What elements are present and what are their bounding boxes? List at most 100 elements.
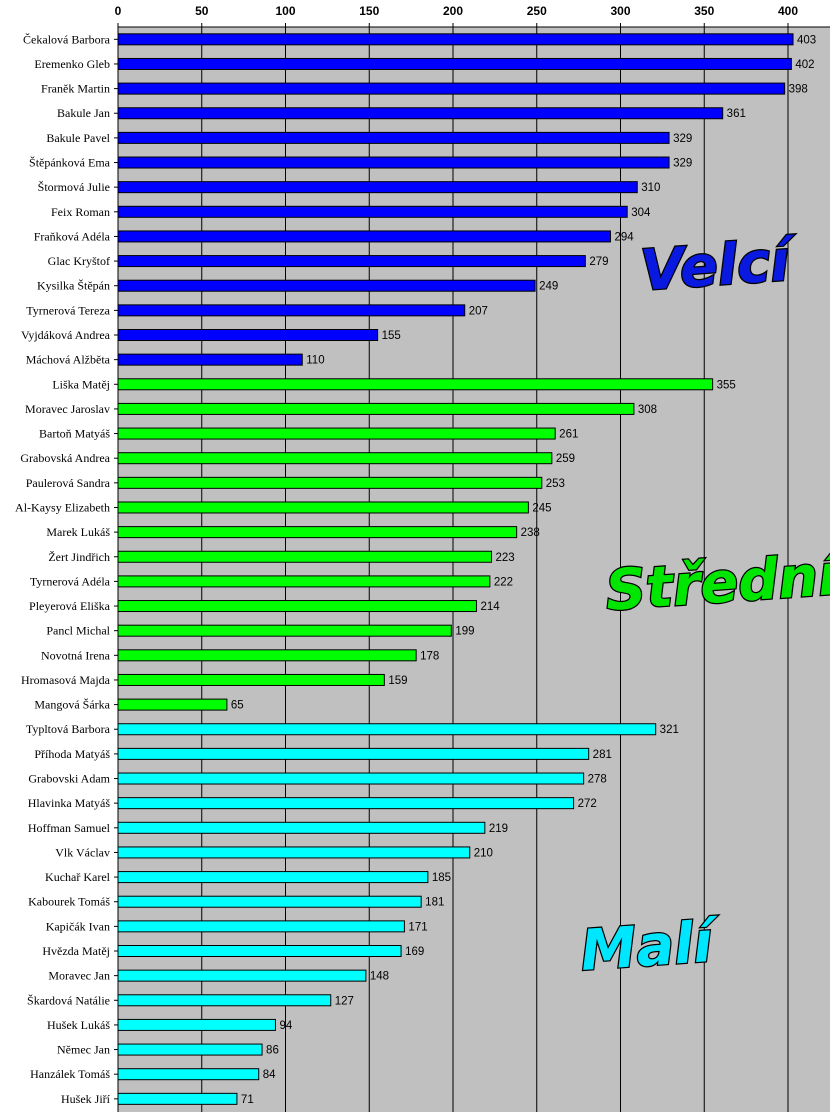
x-tick-label: 0 xyxy=(115,4,122,18)
bars xyxy=(117,33,794,1105)
value-label: 148 xyxy=(370,971,389,983)
value-label: 169 xyxy=(405,946,424,958)
value-label: 155 xyxy=(382,330,401,342)
bar xyxy=(117,33,794,46)
category-label: Bakule Pavel xyxy=(46,131,110,145)
category-label: Al-Kaysy Elizabeth xyxy=(15,500,110,514)
category-label: Paulerová Sandra xyxy=(26,476,111,490)
x-tick-label: 50 xyxy=(195,4,209,18)
value-label: 185 xyxy=(432,872,451,884)
value-label: 398 xyxy=(789,84,808,96)
bar xyxy=(117,452,553,465)
bar xyxy=(117,131,670,144)
value-label: 253 xyxy=(546,478,565,490)
bar xyxy=(117,772,585,785)
category-label: Tyrnerová Tereza xyxy=(26,303,110,317)
category-label: Typltová Barbora xyxy=(26,722,111,736)
bar xyxy=(117,476,543,489)
value-label: 308 xyxy=(638,404,657,416)
bar xyxy=(117,945,402,957)
bar xyxy=(117,57,792,70)
value-label: 110 xyxy=(306,355,324,367)
category-label: Hušek Jiří xyxy=(61,1092,111,1106)
bar xyxy=(117,82,786,95)
category-label: Grabovská Andrea xyxy=(20,451,110,465)
bar xyxy=(117,846,471,859)
value-label: 278 xyxy=(588,774,607,786)
bar xyxy=(117,673,385,686)
category-label: Hromasová Majda xyxy=(21,673,111,687)
x-tick-label: 150 xyxy=(359,4,379,18)
value-label: 159 xyxy=(388,675,407,687)
bar xyxy=(117,501,529,514)
bar xyxy=(117,920,405,933)
x-tick-label: 400 xyxy=(778,4,798,18)
value-label: 279 xyxy=(589,256,608,268)
category-label: Grabovski Adam xyxy=(28,772,110,786)
value-label: 210 xyxy=(474,847,493,859)
bar xyxy=(117,279,536,292)
value-label: 84 xyxy=(263,1069,276,1081)
value-label: 245 xyxy=(532,502,551,514)
value-label: 402 xyxy=(795,59,814,71)
category-label: Příhoda Matyáš xyxy=(34,747,110,761)
bar xyxy=(117,649,417,662)
category-label: Liška Matěj xyxy=(52,377,110,391)
value-label: 219 xyxy=(489,823,508,835)
category-label: Kuchař Karel xyxy=(45,870,111,884)
bar xyxy=(117,747,590,760)
category-label: Štěpánková Ema xyxy=(29,156,111,170)
category-label: Marek Lukáš xyxy=(46,525,110,539)
category-label: Máchová Alžběta xyxy=(26,353,111,367)
value-label: 181 xyxy=(425,897,444,909)
category-label: Pancl Michal xyxy=(46,624,110,638)
value-label: 214 xyxy=(480,601,500,613)
bar xyxy=(117,994,332,1007)
bar xyxy=(117,107,724,120)
value-label: 86 xyxy=(266,1045,279,1057)
category-label: Glac Kryštof xyxy=(48,254,110,268)
category-label: Moravec Jan xyxy=(48,969,110,983)
bar xyxy=(117,1043,263,1056)
category-label: Čekalová Barbora xyxy=(23,32,111,46)
category-label: Tyrnerová Adéla xyxy=(30,574,111,588)
bar xyxy=(117,871,429,884)
group-label: Malí xyxy=(578,909,722,984)
group-label: Střední xyxy=(603,542,830,624)
value-label: 65 xyxy=(231,700,244,712)
value-labels: 403 402 398 361 329 329 310 304 294 279 249 207 155 1… xyxy=(231,34,816,1106)
bar xyxy=(117,353,303,366)
category-label: Vyjdáková Andrea xyxy=(21,328,111,342)
bar xyxy=(117,698,228,711)
category-label: Pleyerová Eliška xyxy=(29,599,111,613)
bar xyxy=(117,600,477,613)
value-label: 178 xyxy=(420,650,439,662)
bar xyxy=(117,797,575,810)
value-label: 207 xyxy=(469,305,488,317)
x-tick-label: 100 xyxy=(275,4,295,18)
group-label: Velcí xyxy=(638,228,799,304)
x-tick-label: 300 xyxy=(610,4,630,18)
bar xyxy=(117,255,586,268)
category-label: Škardová Natálie xyxy=(27,993,110,1007)
value-label: 304 xyxy=(631,207,651,219)
category-label: Kapičák Ivan xyxy=(46,919,110,933)
category-label: Moravec Jaroslav xyxy=(25,402,110,416)
bar xyxy=(117,156,670,169)
value-label: 361 xyxy=(727,108,746,120)
value-label: 403 xyxy=(797,34,816,46)
category-label: Mangová Šárka xyxy=(34,698,110,712)
x-axis-ticks: 0 50 100 150 200 250 300 350 400 xyxy=(115,4,798,27)
value-label: 71 xyxy=(241,1094,254,1106)
value-label: 238 xyxy=(521,527,540,539)
category-label: Fraňková Adéla xyxy=(34,229,111,243)
category-label: Eremenko Gleb xyxy=(34,57,110,71)
bar xyxy=(117,304,466,317)
category-label: Štormová Julie xyxy=(38,180,110,194)
value-label: 127 xyxy=(335,995,354,1007)
bar xyxy=(117,402,635,415)
value-label: 249 xyxy=(539,281,558,293)
group-labels: Velcí Střední Malí xyxy=(577,227,830,985)
value-label: 329 xyxy=(673,158,692,170)
